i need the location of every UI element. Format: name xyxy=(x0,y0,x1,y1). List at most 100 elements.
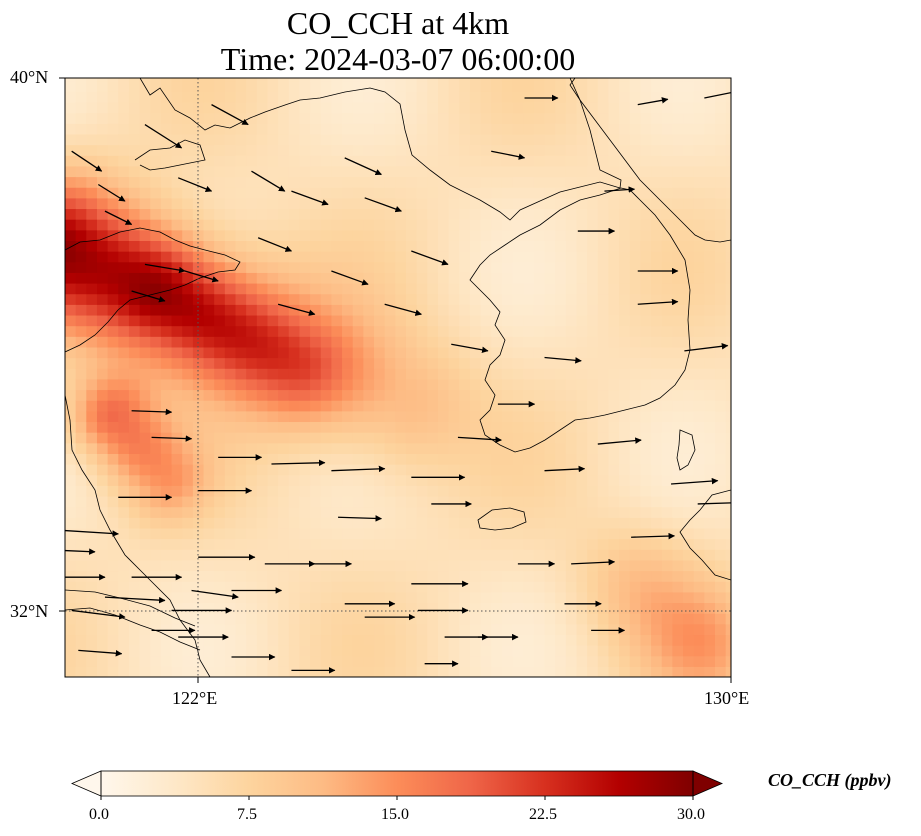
field-cell xyxy=(597,325,610,337)
field-cell xyxy=(683,410,695,423)
field-cell xyxy=(523,485,535,497)
field-cell xyxy=(118,176,130,188)
field-cell xyxy=(587,485,599,497)
field-cell xyxy=(384,613,396,625)
field-cell xyxy=(512,464,524,476)
field-cell xyxy=(160,602,173,614)
field-cell xyxy=(683,602,695,614)
field-cell xyxy=(405,187,418,199)
field-cell xyxy=(139,538,151,550)
field-cell xyxy=(555,251,567,263)
field-cell xyxy=(565,432,578,444)
field-cell xyxy=(704,368,716,380)
field-cell xyxy=(437,613,450,625)
field-cell xyxy=(651,336,663,348)
field-cell xyxy=(118,282,130,295)
field-cell xyxy=(267,357,279,369)
field-cell xyxy=(395,304,407,316)
field-cell xyxy=(480,634,492,646)
field-cell xyxy=(533,314,546,327)
field-cell xyxy=(192,368,205,380)
field-cell xyxy=(171,187,183,199)
field-cell xyxy=(683,133,695,146)
field-cell xyxy=(214,474,226,486)
field-cell xyxy=(246,549,258,561)
field-cell xyxy=(651,282,663,295)
field-cell xyxy=(374,538,386,550)
field-cell xyxy=(544,357,556,369)
field-cell xyxy=(288,517,301,529)
field-cell xyxy=(224,495,237,508)
field-cell xyxy=(523,421,535,433)
field-cell xyxy=(86,112,98,124)
field-cell xyxy=(491,80,503,92)
field-cell xyxy=(384,176,396,188)
field-cell xyxy=(374,282,386,295)
field-cell xyxy=(533,293,546,305)
field-cell xyxy=(288,400,301,412)
field-cell xyxy=(608,655,620,667)
field-cell xyxy=(405,325,418,337)
field-cell xyxy=(640,485,652,497)
field-cell xyxy=(331,453,343,465)
field-cell xyxy=(629,485,642,497)
field-cell xyxy=(480,240,492,252)
field-cell xyxy=(352,591,364,604)
field-cell xyxy=(288,432,301,444)
field-cell xyxy=(288,293,301,305)
field-cell xyxy=(640,613,652,625)
field-cell xyxy=(182,421,194,433)
field-cell xyxy=(640,400,652,412)
field-cell xyxy=(427,591,439,604)
field-cell xyxy=(427,261,439,273)
field-cell xyxy=(437,240,450,252)
field-cell xyxy=(619,527,631,540)
field-cell xyxy=(565,602,578,614)
field-cell xyxy=(576,623,588,636)
field-cell xyxy=(107,368,119,380)
field-cell xyxy=(203,133,215,146)
field-cell xyxy=(352,293,364,305)
field-cell xyxy=(416,314,428,327)
field-cell xyxy=(576,176,588,188)
field-cell xyxy=(139,549,151,561)
field-cell xyxy=(715,357,727,369)
field-cell xyxy=(182,474,194,486)
field-cell xyxy=(544,495,556,508)
field-cell xyxy=(224,251,237,263)
field-cell xyxy=(246,336,258,348)
field-cell xyxy=(214,251,226,263)
field-cell xyxy=(246,453,258,465)
field-cell xyxy=(619,229,631,241)
field-cell xyxy=(171,400,183,412)
field-cell xyxy=(565,165,578,178)
field-cell xyxy=(182,272,194,284)
field-cell xyxy=(608,389,620,401)
field-cell xyxy=(565,581,578,593)
field-cell xyxy=(256,272,269,284)
field-cell xyxy=(299,304,311,316)
field-cell xyxy=(320,80,332,92)
field-cell xyxy=(693,432,705,444)
field-cell xyxy=(619,400,631,412)
field-cell xyxy=(171,527,183,540)
field-cell xyxy=(469,187,482,199)
field-cell xyxy=(171,602,183,614)
field-cell xyxy=(651,229,663,241)
field-cell xyxy=(555,538,567,550)
field-cell xyxy=(320,304,332,316)
field-cell xyxy=(214,570,226,582)
field-cell xyxy=(171,357,183,369)
field-cell xyxy=(107,538,119,550)
field-cell xyxy=(416,538,428,550)
field-cell xyxy=(363,506,375,518)
field-cell xyxy=(384,240,396,252)
field-cell xyxy=(448,368,460,380)
field-cell xyxy=(672,442,684,454)
field-cell xyxy=(75,272,87,284)
field-cell xyxy=(448,623,460,636)
field-cell xyxy=(565,474,578,486)
field-cell xyxy=(320,410,332,423)
field-cell xyxy=(171,666,183,677)
field-cell xyxy=(235,144,247,156)
